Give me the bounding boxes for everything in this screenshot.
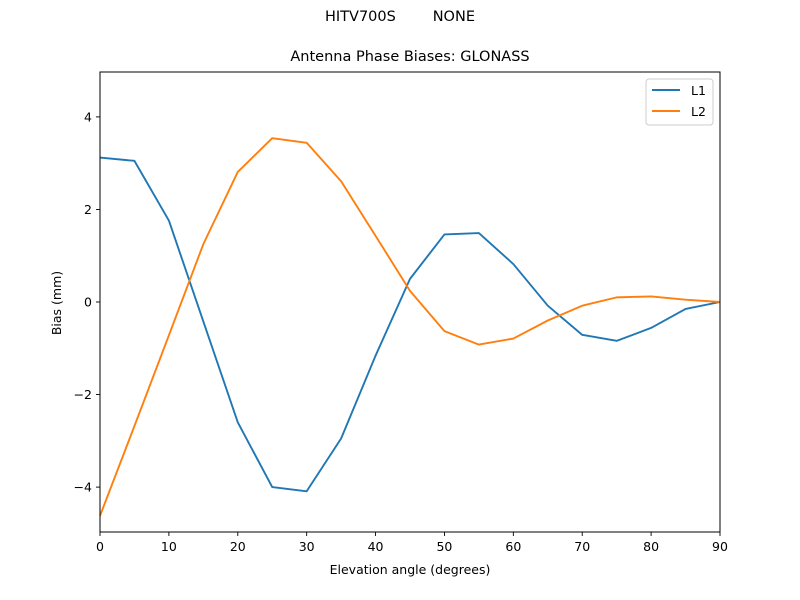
y-axis-ticks: −4 −2 0 2 4 [74,109,100,495]
x-tick-label: 90 [712,539,728,554]
x-tick-label: 60 [505,539,521,554]
series-line-l1 [99,156,721,493]
legend-label-l1: L1 [691,83,706,98]
legend-label-l2: L2 [691,104,706,119]
y-axis-label: Bias (mm) [49,271,64,335]
chart-title: Antenna Phase Biases: GLONASS [290,49,530,65]
x-tick-label: 0 [96,539,104,554]
y-tick-label: −4 [74,480,92,495]
x-axis-ticks: 0 10 20 30 40 50 60 70 80 90 [96,532,728,554]
y-tick-label: 2 [84,202,92,217]
axes-frame [99,71,721,533]
y-tick-label: 4 [84,109,92,124]
x-tick-label: 30 [299,539,315,554]
x-tick-label: 40 [368,539,384,554]
y-tick-label: −2 [74,387,92,402]
legend: L1 L2 [645,78,714,126]
series-layer [99,137,721,517]
x-tick-label: 50 [436,539,452,554]
series-line-l2 [99,137,721,517]
figure-suptitle: HITV700S NONE [325,9,475,25]
x-tick-label: 80 [643,539,659,554]
y-tick-label: 0 [84,295,92,310]
x-tick-label: 20 [230,539,246,554]
x-axis-label: Elevation angle (degrees) [330,562,491,577]
x-tick-label: 10 [161,539,177,554]
x-tick-label: 70 [574,539,590,554]
